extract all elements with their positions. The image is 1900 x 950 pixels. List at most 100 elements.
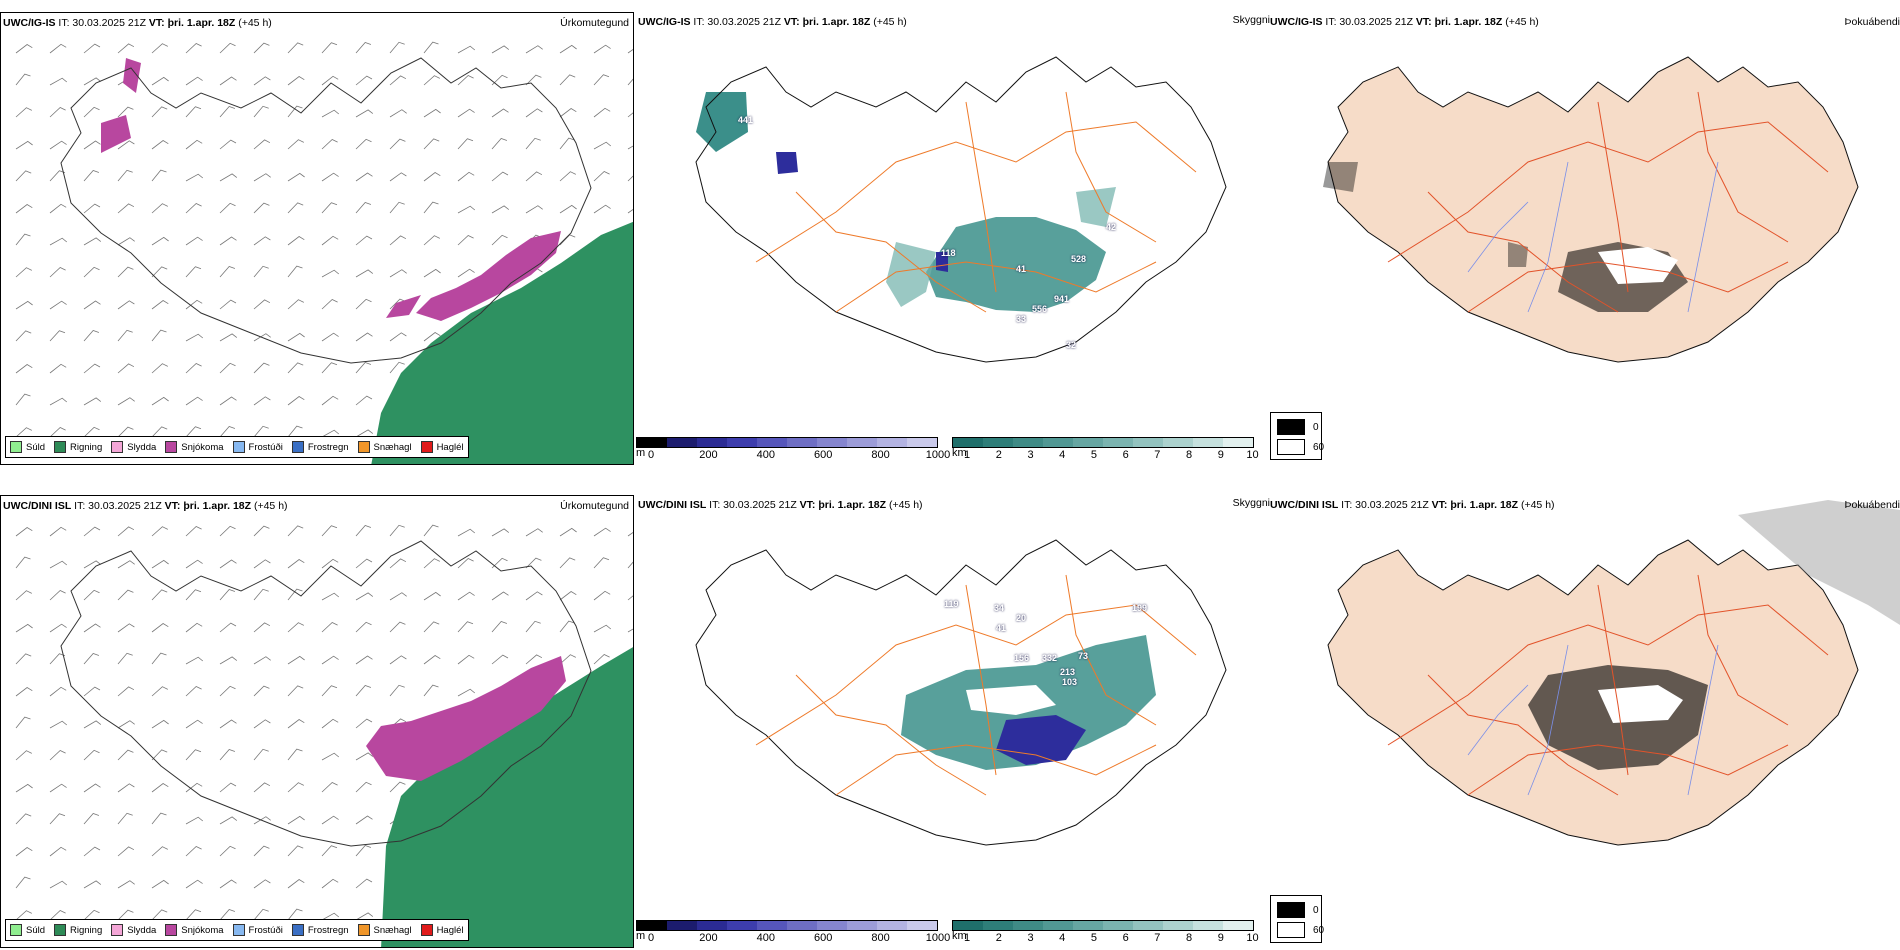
panel-title: UWC/DINI ISL IT: 30.03.2025 21Z VT: þri.… [638, 499, 923, 511]
wind-barb [185, 782, 203, 793]
wind-barb [117, 749, 134, 761]
wind-barb [15, 233, 31, 246]
wind-barb [253, 396, 271, 406]
wind-barb [321, 42, 338, 54]
wind-barb [49, 783, 67, 793]
wind-barb [287, 748, 303, 761]
colorbar-tick: 200 [699, 449, 718, 461]
wind-barb [185, 749, 202, 761]
road-line [1065, 91, 1157, 243]
wind-barb [219, 76, 237, 86]
wind-barb [321, 878, 339, 889]
wind-barb [219, 299, 237, 310]
wind-barb [219, 396, 237, 406]
wind-barb [423, 235, 440, 246]
wind-barb [117, 623, 135, 633]
wind-barb [185, 43, 202, 54]
wind-barb [287, 396, 305, 406]
legend-swatch [357, 924, 370, 936]
wind-barb [287, 265, 303, 278]
visibility-label: 32 [1066, 340, 1077, 350]
panel-title: UWC/DINI ISL IT: 30.03.2025 21Z VT: þri.… [1270, 499, 1555, 511]
wind-barb [151, 623, 169, 633]
precip-legend: Súld Rigning Slydda Snjókoma Frostúði Frostre… [5, 436, 469, 458]
wind-barb [253, 719, 271, 729]
colorbar-tick: 3 [1027, 449, 1034, 461]
river-line [1527, 161, 1569, 313]
wind-barb [185, 363, 202, 374]
colorbar-tick: 5 [1090, 449, 1097, 461]
wind-barb [253, 425, 269, 438]
wind-barb [457, 108, 475, 118]
wind-barb [219, 909, 236, 921]
road-line [1697, 91, 1789, 243]
visibility-label: 119 [944, 599, 959, 609]
wind-barb [185, 266, 202, 278]
wind-barb [355, 592, 374, 601]
colorbar-tick: 1000 [925, 932, 951, 944]
wind-barb [389, 109, 407, 118]
wind-barb [355, 362, 372, 374]
wind-barb [185, 299, 203, 310]
wind-barb [49, 397, 68, 406]
legend-label: Snjókoma [181, 441, 224, 453]
colorbar-tick: 8 [1186, 932, 1193, 944]
legend-item: Frostregn [291, 924, 349, 936]
wind-barb [15, 653, 32, 665]
wind-barb [593, 624, 612, 633]
wind-barb [457, 235, 474, 246]
colorbar-tick: 2 [995, 449, 1002, 461]
wind-barb [287, 202, 304, 214]
wind-barb [83, 749, 100, 761]
wind-barb [219, 589, 236, 601]
wind-barb [253, 299, 271, 310]
wind-barb [117, 237, 135, 246]
wind-barb [423, 655, 441, 665]
wind-barb [49, 590, 66, 601]
wind-barb [389, 361, 405, 374]
wind-barb [15, 590, 32, 601]
wind-barb [83, 237, 102, 246]
wind-barb [287, 908, 303, 921]
precip-map [15, 524, 633, 947]
wind-barb [389, 781, 406, 793]
wind-barb [49, 170, 66, 182]
wind-barb [321, 525, 338, 537]
wind-barb [15, 330, 32, 342]
river-line [1527, 644, 1569, 796]
wind-barb [457, 621, 474, 633]
wind-barb [389, 172, 407, 182]
wind-barb [185, 139, 203, 150]
visibility-label: 118 [941, 248, 956, 258]
wind-barb [321, 912, 340, 921]
wind-barb [627, 628, 633, 633]
wind-barb [355, 235, 373, 246]
wind-barb [117, 300, 135, 310]
wind-barb [253, 588, 269, 601]
wind-barb [355, 845, 372, 857]
wind-barb [185, 589, 202, 601]
wind-barb [151, 749, 168, 761]
wind-barb [83, 589, 100, 601]
wind-barb [355, 172, 373, 182]
wind-barb [117, 589, 134, 601]
legend-swatch [291, 924, 304, 936]
wind-barb [423, 138, 440, 150]
wind-barb [559, 108, 577, 118]
wind-barb [117, 686, 135, 697]
visibility-panel-bottom: UWC/DINI ISL IT: 30.03.2025 21Z VT: þri.… [636, 495, 1270, 948]
wind-barb [389, 558, 407, 569]
wind-barb [117, 812, 133, 825]
visibility-label: 42 [1106, 222, 1117, 232]
colorbar-tick: 6 [1122, 449, 1129, 461]
wind-barb [83, 330, 100, 342]
wind-barb [457, 75, 474, 86]
visibility-label: 20 [1016, 613, 1027, 623]
legend-swatch [165, 924, 178, 936]
visibility-colorbar: km 1 2 3 4 5 6 7 8 9 10 [952, 920, 1259, 948]
wind-barb [525, 591, 543, 601]
wind-barb [15, 783, 33, 793]
wind-barb [355, 685, 372, 697]
wind-barb [253, 559, 271, 569]
wind-barb [457, 45, 476, 54]
